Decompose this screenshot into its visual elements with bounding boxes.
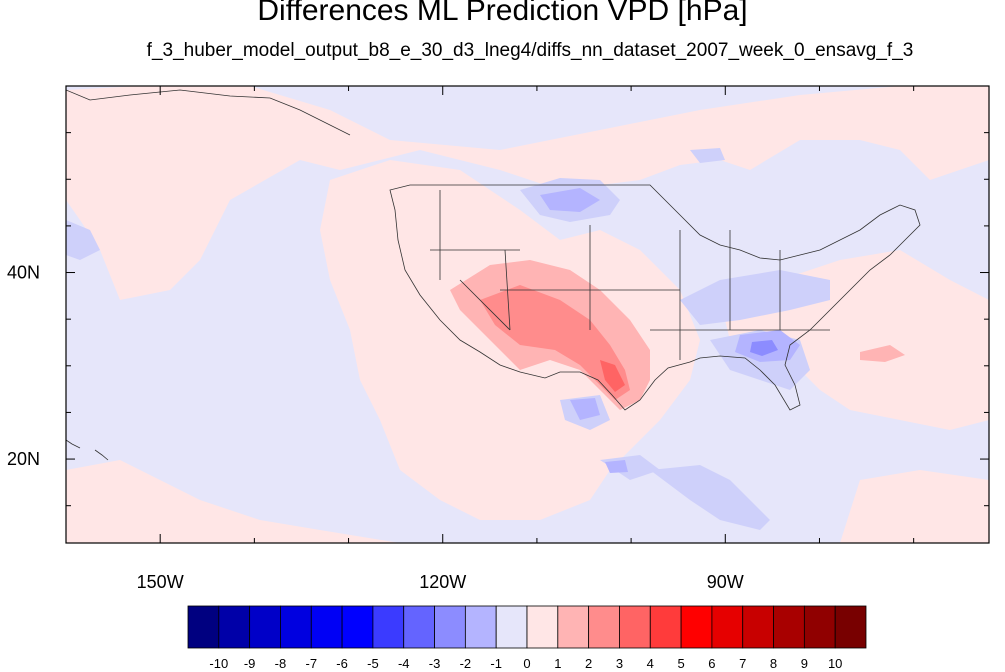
colorbar-label: -5: [367, 656, 379, 671]
colorbar-label: -8: [275, 656, 287, 671]
colorbar-swatch: [187, 605, 220, 649]
colorbar-swatch: [341, 605, 374, 649]
colorbar-label: -9: [244, 656, 256, 671]
colorbar-swatch: [588, 605, 620, 649]
negative-anomaly-strong: [750, 340, 778, 356]
positive-anomaly-strong: [480, 285, 630, 400]
map-field: [66, 86, 989, 543]
plot-frame: [65, 85, 990, 544]
colorbar-swatch: [218, 605, 251, 649]
colorbar-swatch: [310, 605, 343, 649]
colorbar-label: 10: [828, 656, 842, 671]
colorbar-swatch: [680, 605, 713, 649]
colorbar-swatch: [773, 605, 805, 649]
colorbar-swatch: [403, 605, 435, 649]
colorbar: -10 -9 -8 -7 -6 -5 -4 -3 -2 -1 0 1 2 3 4 5 6 7 8 9 10: [187, 605, 867, 671]
axis-ticks: [65, 85, 989, 543]
lon-label: 150W: [137, 572, 184, 592]
colorbar-swatch: [372, 605, 405, 649]
colorbar-swatch: [280, 605, 312, 649]
colorbar-label: 7: [739, 656, 746, 671]
colorbar-swatch: [619, 605, 651, 649]
lon-label: 90W: [707, 572, 744, 592]
colorbar-swatch: [434, 605, 466, 649]
map-title: Differences ML Prediction VPD [hPa]: [257, 0, 748, 27]
axis-labels: 150W 120W 90W 40N 20N: [7, 263, 744, 592]
colorbar-label: -10: [209, 656, 228, 671]
colorbar-label: 6: [708, 656, 715, 671]
colorbar-swatch: [526, 605, 559, 649]
colorbar-label: 4: [647, 656, 654, 671]
colorbar-label: 0: [523, 656, 530, 671]
lon-label: 120W: [419, 572, 466, 592]
colorbar-label: -3: [429, 656, 441, 671]
lat-label: 20N: [7, 449, 40, 469]
colorbar-label: -1: [490, 656, 502, 671]
colorbar-swatch: [249, 605, 281, 649]
colorbar-swatch: [649, 605, 682, 649]
coastlines: [66, 89, 921, 461]
lat-label: 40N: [7, 263, 40, 283]
colorbar-label: 9: [801, 656, 808, 671]
map-subtitle: f_3_huber_model_output_b8_e_30_d3_lneg4/…: [146, 40, 914, 61]
positive-anomaly-core: [600, 360, 625, 392]
colorbar-label: -7: [305, 656, 317, 671]
colorbar-swatch: [742, 605, 774, 649]
colorbar-label: -6: [336, 656, 348, 671]
colorbar-label: 3: [616, 656, 623, 671]
colorbar-swatch: [834, 605, 867, 649]
colorbar-swatch: [495, 605, 528, 649]
colorbar-label: -2: [460, 656, 472, 671]
colorbar-label: 8: [770, 656, 777, 671]
colorbar-swatch: [464, 605, 497, 649]
colorbar-swatch: [711, 605, 744, 649]
colorbar-swatch: [803, 605, 836, 649]
colorbar-label: 1: [554, 656, 561, 671]
colorbar-label: -4: [398, 656, 410, 671]
colorbar-label: 2: [585, 656, 592, 671]
colorbar-swatch: [557, 605, 590, 649]
colorbar-label: 5: [677, 656, 684, 671]
